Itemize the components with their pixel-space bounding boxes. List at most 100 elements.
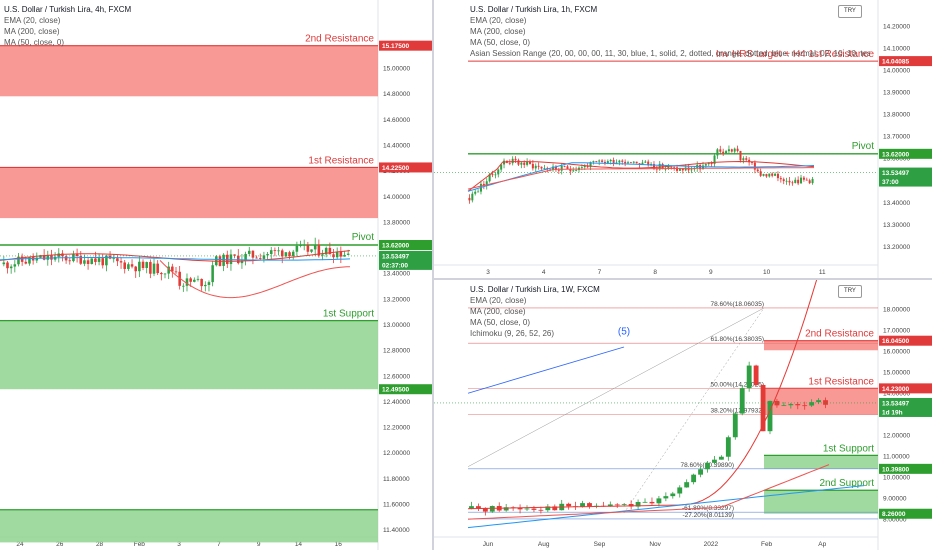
- legend-ema[interactable]: EMA (20, close): [4, 16, 61, 25]
- candle-body: [511, 158, 514, 164]
- price-tick-label: 13.70000: [883, 134, 910, 141]
- candle-body: [152, 263, 156, 274]
- candle-body: [145, 262, 148, 268]
- price-tick-label: 10.00000: [883, 475, 910, 482]
- candle-body: [35, 257, 39, 261]
- target-tag-label: 14.04085: [882, 59, 909, 66]
- candle-body: [698, 469, 703, 475]
- candle-body: [494, 174, 497, 176]
- candle-body: [302, 244, 306, 246]
- time-tick-label: 2022: [704, 541, 719, 548]
- candle-body: [517, 160, 520, 165]
- legend-ma200[interactable]: MA (200, close): [470, 307, 526, 316]
- time-tick-label: 7: [598, 269, 602, 276]
- chart-panel-1w[interactable]: 18.00000 17.00000 16.00000 15.00000 14.00000…: [434, 280, 932, 550]
- candle-body: [524, 508, 530, 510]
- candle-body: [641, 162, 644, 165]
- candle-body: [50, 255, 53, 260]
- price-tick-label: 11.80000: [383, 476, 410, 483]
- candle-body: [343, 254, 346, 257]
- candle-body: [681, 168, 684, 171]
- candle-body: [321, 254, 324, 256]
- legend-ma50[interactable]: MA (50, close, 0): [4, 38, 65, 47]
- zone-label: 2nd Resistance: [305, 34, 374, 45]
- price-tick-label: 12.60000: [383, 373, 410, 380]
- zone-resistance: [0, 167, 378, 219]
- legend-ma200[interactable]: MA (200, close): [470, 27, 526, 36]
- candle-body: [691, 474, 697, 483]
- candle-body: [687, 167, 690, 171]
- candle-body: [759, 171, 762, 176]
- candle-body: [800, 177, 803, 184]
- candle-body: [526, 161, 529, 165]
- currency-badge[interactable]: TRY: [838, 5, 862, 18]
- candle-body: [618, 160, 621, 163]
- price-tick-label: 13.80000: [883, 112, 910, 119]
- candle-body: [193, 279, 196, 282]
- price-tag-label: 10.39800: [882, 466, 909, 473]
- legend-ma50[interactable]: MA (50, close, 0): [470, 318, 531, 327]
- candle-body: [178, 271, 181, 286]
- candle-body: [705, 462, 710, 470]
- ema-line: [467, 280, 818, 510]
- chart-1w-canvas: 18.00000 17.00000 16.00000 15.00000 14.00000…: [434, 280, 932, 550]
- candle-body: [802, 405, 808, 407]
- candle-body: [673, 167, 676, 169]
- candle-body: [718, 456, 724, 460]
- vertical-divider[interactable]: [432, 0, 434, 550]
- candle-body: [182, 285, 185, 287]
- candle-body: [185, 278, 189, 286]
- candle-body: [167, 266, 170, 274]
- legend-ma200[interactable]: MA (200, close): [4, 27, 60, 36]
- currency-badge[interactable]: TRY: [838, 285, 862, 298]
- candle-body: [488, 174, 491, 182]
- candle-body: [57, 253, 61, 257]
- legend-ichimoku[interactable]: Ichimoku (9, 26, 52, 26): [470, 329, 555, 338]
- candle-body: [621, 160, 624, 162]
- zone-resistance: [764, 340, 878, 351]
- candle-body: [288, 252, 291, 257]
- legend-ema[interactable]: EMA (20, close): [470, 16, 527, 25]
- price-tick-label: 14.60000: [383, 117, 410, 124]
- price-tag-bg: [379, 384, 432, 395]
- candle-body: [642, 501, 648, 503]
- legend-ma50[interactable]: MA (50, close, 0): [470, 38, 531, 47]
- candle-body: [247, 250, 251, 254]
- price-tag-bg: [879, 335, 932, 346]
- candle-body: [531, 508, 537, 510]
- candle-body: [138, 261, 141, 272]
- fib-level-label: -27.20%(8.01139): [682, 512, 734, 519]
- candle-body: [765, 174, 768, 177]
- candle-body: [68, 260, 72, 262]
- candle-body: [802, 177, 805, 180]
- time-tick-label: Sep: [594, 541, 606, 548]
- legend-ema[interactable]: EMA (20, close): [470, 296, 527, 305]
- candle-body: [712, 459, 717, 463]
- candle-body: [603, 161, 606, 164]
- candle-body: [753, 365, 759, 385]
- chart-panel-4h[interactable]: 15.0000014.8000014.6000014.4000014.20000…: [0, 0, 432, 550]
- candle-body: [779, 178, 782, 180]
- pivot-tag-label: 13.62000: [882, 151, 909, 158]
- candle-body: [615, 162, 618, 164]
- candle-body: [112, 258, 116, 260]
- fib-connector: [467, 307, 765, 467]
- candle-body: [97, 258, 101, 262]
- candle-body: [42, 255, 46, 260]
- candle-body: [580, 503, 585, 507]
- zone-label: 1st Resistance: [808, 376, 874, 387]
- time-tick-label: 4: [542, 269, 546, 276]
- candle-body: [346, 253, 350, 255]
- price-tag-label: 16.04500: [882, 338, 909, 345]
- price-tick-label: 16.00000: [883, 349, 910, 356]
- candle-body: [90, 258, 94, 264]
- horizontal-divider[interactable]: [434, 278, 932, 280]
- time-tick-label: 16: [335, 541, 343, 548]
- price-tick-label: 14.20000: [883, 24, 910, 31]
- candle-body: [299, 245, 302, 246]
- legend-asian-session[interactable]: Asian Session Range (20, 00, 00, 00, 11,…: [470, 49, 870, 58]
- price-tick-label: 12.20000: [383, 425, 410, 432]
- candle-body: [475, 506, 481, 509]
- chart-panel-1h[interactable]: 14.20000 14.10000 14.00000 13.90000 13.80000…: [434, 0, 932, 278]
- candle-body: [699, 164, 702, 170]
